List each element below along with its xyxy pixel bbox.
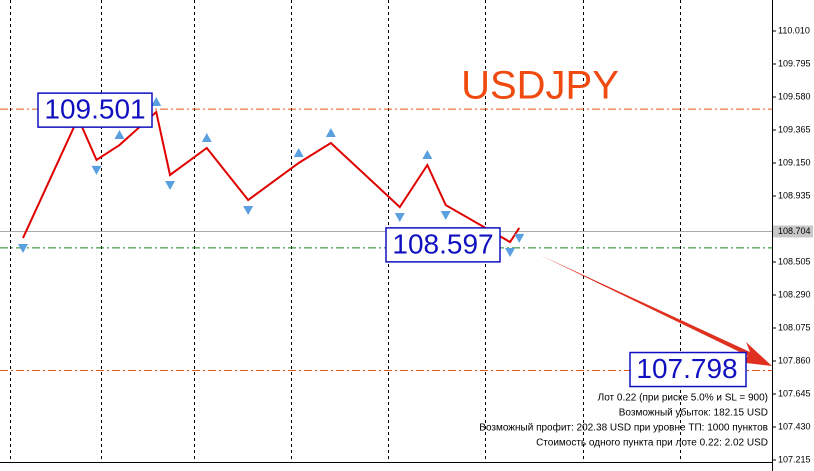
y-tick-label: 108.505 [778,256,811,266]
y-tick-label: 108.935 [778,190,811,200]
chart-title: USDJPY [461,64,619,108]
level-label: 109.501 [44,94,145,125]
y-tick-label: 109.365 [778,124,811,134]
fractal-marker [243,205,254,215]
fractal-marker [440,211,451,221]
level-label-box [385,227,501,263]
forecast-arrow [540,255,772,366]
fractal-marker [514,233,525,243]
y-tick-label: 107.215 [778,454,811,464]
fractal-marker [151,97,162,107]
info-note: Стоимость одного пункта при лоте 0.22: 2… [536,438,768,449]
y-tick-label: 107.860 [778,355,811,365]
fractal-marker [325,128,336,138]
fractal-marker [201,132,212,142]
fractal-marker [505,248,516,258]
current-price-box [773,225,813,238]
info-note: Возможный профит: 202.38 USD при уровне … [479,422,768,434]
fractal-marker [422,150,433,159]
fractal-marker [91,165,102,175]
level-label: 107.798 [636,353,737,384]
y-tick-label: 107.430 [778,421,811,431]
level-label-box [37,92,153,128]
y-tick-label: 108.290 [778,289,811,299]
fractal-marker [394,213,405,223]
y-tick-label: 109.580 [778,91,811,101]
fractal-marker [293,148,304,158]
y-tick-label: 107.645 [778,388,811,398]
y-tick-label: 109.795 [778,58,811,68]
level-label: 108.597 [392,228,493,259]
info-note: Возможный убыток: 182.15 USD [619,407,768,419]
level-label-box [629,351,747,388]
zigzag-line [22,110,521,244]
current-price-label: 108.704 [778,226,811,236]
y-tick-label: 108.075 [778,322,811,332]
y-tick-label: 109.150 [778,157,811,167]
fractal-marker [114,130,125,140]
fractal-marker [165,180,176,190]
fractal-marker [17,244,28,254]
info-note: Лот 0.22 (при риске 5.0% и SL = 900) [598,393,768,404]
y-tick-label: 110.010 [778,25,810,35]
